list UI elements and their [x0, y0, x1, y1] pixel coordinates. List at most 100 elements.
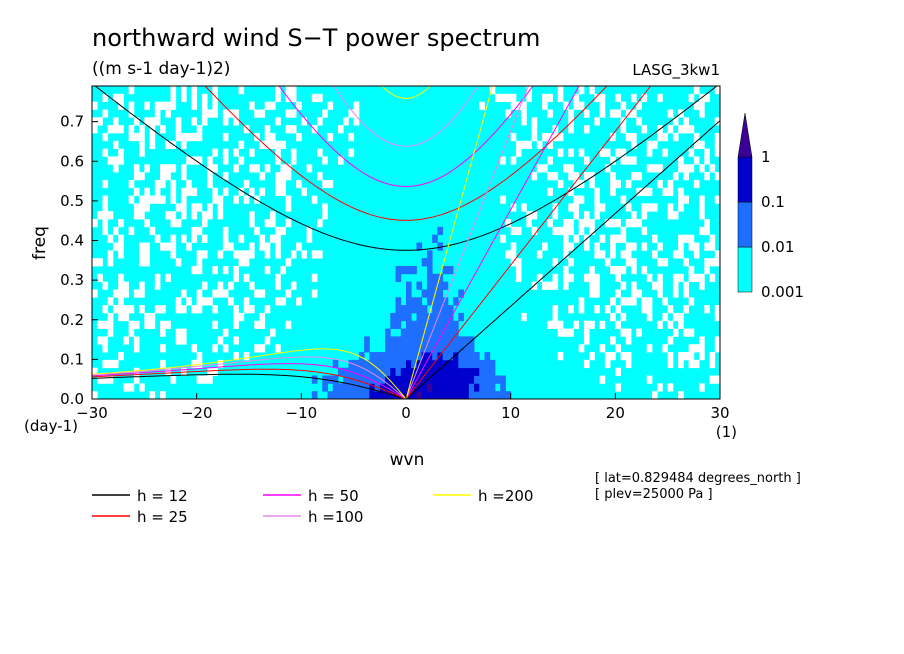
spectrum-cell	[714, 140, 720, 149]
spectrum-cell	[118, 281, 124, 290]
spectrum-cell	[112, 140, 119, 149]
spectrum-cell	[583, 328, 590, 337]
spectrum-cell	[259, 312, 266, 322]
spectrum-cell	[704, 172, 710, 181]
spectrum-cell	[447, 359, 454, 369]
spectrum-cell	[421, 312, 428, 322]
y-tick-label: 0.2	[60, 311, 84, 329]
spectrum-cell	[453, 344, 459, 353]
spectrum-cell	[107, 258, 114, 267]
spectrum-cell	[426, 289, 433, 298]
spectrum-cell	[536, 273, 543, 283]
spectrum-cell	[254, 289, 260, 298]
spectrum-cell	[594, 211, 601, 220]
spectrum-cell	[610, 179, 616, 189]
spectrum-cell	[170, 234, 177, 243]
spectrum-cell	[385, 359, 391, 369]
spectrum-cell	[474, 391, 480, 399]
spectrum-cell	[542, 93, 548, 103]
spectrum-cell	[563, 164, 569, 173]
spectrum-cell	[714, 375, 720, 384]
spectrum-cell	[406, 344, 412, 353]
spectrum-cell	[390, 336, 396, 345]
spectrum-cell	[578, 305, 585, 314]
spectrum-cell	[500, 156, 506, 165]
spectrum-cell	[186, 187, 192, 196]
spectrum-cell	[447, 305, 454, 314]
spectrum-cell	[426, 383, 433, 392]
spectrum-cell	[426, 297, 433, 306]
spectrum-cell	[688, 344, 695, 353]
spectrum-cell	[139, 250, 145, 259]
spectrum-cell	[249, 164, 255, 173]
spectrum-cell	[144, 320, 150, 329]
spectrum-cell	[196, 125, 203, 134]
spectrum-cell	[400, 375, 407, 384]
spectrum-cell	[714, 172, 720, 181]
spectrum-cell	[301, 250, 307, 259]
spectrum-cell	[468, 344, 475, 353]
spectrum-cell	[479, 101, 485, 110]
spectrum-cell	[442, 297, 449, 306]
spectrum-cell	[139, 242, 145, 251]
spectrum-cell	[259, 172, 266, 181]
spectrum-cell	[521, 117, 527, 126]
y-tick-label: 0.6	[60, 152, 84, 170]
spectrum-cell	[573, 234, 580, 243]
spectrum-cell	[207, 164, 213, 173]
spectrum-cell	[442, 375, 449, 384]
kelvin-curve-h12	[405, 120, 720, 399]
spectrum-cell	[201, 93, 208, 103]
y-tick-label: 0.3	[60, 271, 84, 289]
spectrum-cell	[238, 234, 245, 243]
spectrum-cell	[631, 219, 637, 228]
spectrum-cell	[667, 383, 674, 392]
spectrum-cell	[149, 320, 156, 329]
spectrum-cell	[505, 93, 512, 103]
spectrum-cell	[589, 265, 595, 275]
spectrum-cell	[228, 109, 234, 118]
spectrum-cell	[112, 226, 119, 236]
spectrum-cell	[709, 234, 716, 243]
spectrum-cell	[123, 383, 130, 392]
spectrum-cell	[128, 132, 135, 142]
spectrum-cell	[243, 250, 250, 259]
spectrum-cell	[160, 179, 166, 189]
legend-label: h =100	[308, 508, 363, 526]
spectrum-cell	[557, 320, 564, 329]
dispersion-curves	[92, 86, 720, 399]
spectrum-cell	[160, 101, 166, 110]
spectrum-cell	[631, 281, 637, 290]
spectrum-cell	[196, 375, 203, 384]
spectrum-cell	[411, 305, 417, 314]
spectrum-cell	[243, 305, 250, 314]
spectrum-cell	[275, 250, 281, 259]
spectrum-cell	[118, 148, 124, 157]
spectrum-cell	[290, 93, 297, 103]
spectrum-cell	[379, 383, 386, 392]
spectrum-cell	[107, 125, 114, 134]
spectrum-cell	[395, 352, 402, 361]
spectrum-cell	[672, 281, 679, 290]
spectrum-cell	[625, 156, 632, 165]
spectrum-cell	[133, 320, 140, 329]
spectrum-cell	[641, 125, 648, 134]
spectrum-cell	[317, 250, 323, 259]
spectrum-cell	[207, 156, 213, 165]
spectrum-cell	[484, 359, 491, 369]
spectrum-cell	[662, 132, 669, 142]
spectrum-cell	[510, 203, 517, 212]
kelvin-curve-h25	[405, 86, 652, 399]
spectrum-cell	[249, 242, 255, 251]
spectrum-cell	[578, 297, 585, 306]
spectrum-cell	[620, 265, 627, 275]
spectrum-cell	[589, 172, 595, 181]
spectrum-cell	[610, 242, 616, 251]
spectrum-cell	[505, 109, 512, 118]
spectrum-cell	[269, 211, 276, 220]
spectrum-cell	[547, 187, 553, 196]
spectrum-cell	[212, 305, 218, 314]
spectrum-cell	[327, 101, 334, 110]
spectrum-cell	[515, 273, 522, 283]
spectrum-cell	[275, 281, 281, 290]
